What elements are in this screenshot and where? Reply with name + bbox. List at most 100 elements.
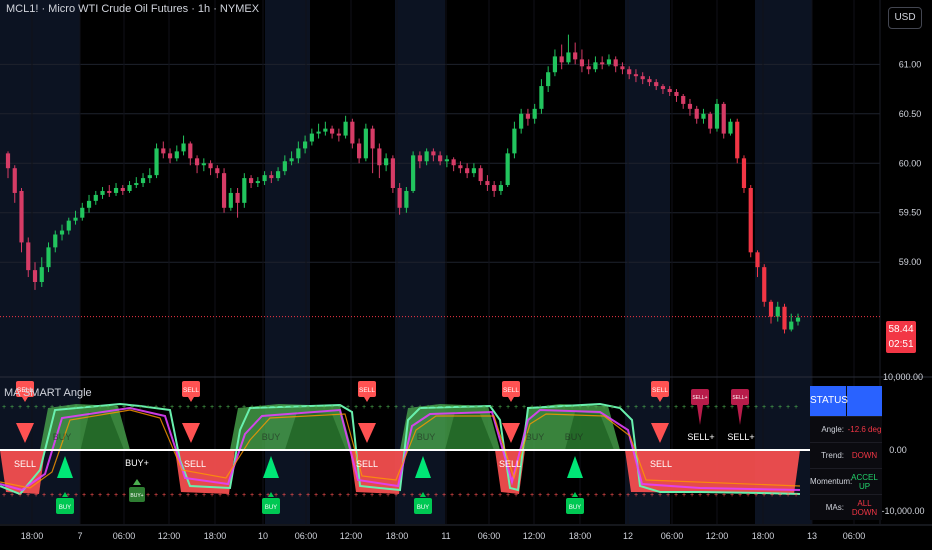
upper-threshold-marker: + xyxy=(170,404,174,411)
candle-body xyxy=(370,128,375,149)
sell-flag-box xyxy=(182,381,200,397)
upper-threshold-marker: + xyxy=(210,404,214,411)
candle-body xyxy=(59,230,65,235)
candle-body xyxy=(633,74,639,77)
sell-flag-label: SELL xyxy=(17,387,33,394)
upper-threshold-marker: + xyxy=(66,404,70,411)
sell-flag-label: SELL xyxy=(183,387,199,394)
price-countdown: 02:51 xyxy=(888,339,914,350)
buy-flag-pointer xyxy=(62,492,68,497)
lower-threshold-marker: + xyxy=(58,492,62,499)
upper-threshold-marker: + xyxy=(2,404,6,411)
upper-threshold-marker: + xyxy=(450,404,454,411)
bearish-fill xyxy=(350,450,405,494)
time-tick-label: 12:00 xyxy=(706,531,729,541)
bullish-fill-inner xyxy=(80,412,124,450)
currency-button[interactable]: USD xyxy=(888,7,922,29)
upper-threshold-marker: + xyxy=(226,404,230,411)
buy-zone-label: BUY xyxy=(53,432,72,442)
indicator-title[interactable]: MA SMART Angle xyxy=(4,387,92,399)
sell-flag-box xyxy=(358,381,376,397)
buy-zone-label: BUY xyxy=(565,432,584,442)
candle-body xyxy=(465,168,470,174)
candle-body xyxy=(782,306,787,330)
upper-threshold-marker: + xyxy=(50,404,54,411)
upper-threshold-marker: + xyxy=(82,404,86,411)
buy-plus-zone-label: BUY+ xyxy=(125,458,149,468)
lower-threshold-marker: + xyxy=(610,492,614,499)
buy-triangle xyxy=(263,456,279,478)
candle-body xyxy=(127,185,132,191)
lower-threshold-marker: + xyxy=(306,492,310,499)
candle-body xyxy=(154,148,159,176)
lower-threshold-marker: + xyxy=(18,492,22,499)
time-tick-label: 06:00 xyxy=(661,531,684,541)
status-header: STATUS xyxy=(810,386,848,416)
sell-flag-box xyxy=(651,381,669,397)
price-tick-label: 59.00 xyxy=(899,257,922,267)
candle-body xyxy=(640,76,645,80)
lower-threshold-marker: + xyxy=(730,492,734,499)
candle-body xyxy=(53,234,58,248)
candle-body xyxy=(492,185,497,191)
lower-threshold-marker: + xyxy=(346,492,350,499)
upper-threshold-marker: + xyxy=(498,404,502,411)
sell-plus-flag-label: SELL+ xyxy=(692,395,707,401)
upper-threshold-marker: + xyxy=(618,404,622,411)
sell-zone-label: SELL xyxy=(14,459,36,469)
time-tick-label: 18:00 xyxy=(204,531,227,541)
lower-threshold-marker: + xyxy=(194,492,198,499)
lower-threshold-marker: + xyxy=(530,492,534,499)
candle-body xyxy=(134,183,139,186)
upper-threshold-marker: + xyxy=(90,404,94,411)
candle-body xyxy=(762,267,767,302)
candle-body xyxy=(188,143,193,159)
candle-body xyxy=(539,86,544,109)
time-tick-label: 18:00 xyxy=(21,531,44,541)
price-tick-label: 60.50 xyxy=(899,109,922,119)
candle-body xyxy=(620,66,625,70)
candle-body xyxy=(336,133,341,136)
lower-threshold-marker: + xyxy=(10,492,14,499)
upper-threshold-marker: + xyxy=(58,404,62,411)
candle-body xyxy=(667,89,672,93)
upper-threshold-marker: + xyxy=(610,404,614,411)
upper-threshold-marker: + xyxy=(122,404,126,411)
candle-body xyxy=(438,155,443,162)
lower-threshold-marker: + xyxy=(250,492,254,499)
lower-threshold-marker: + xyxy=(666,492,670,499)
sell-flag-label: SELL xyxy=(503,387,519,394)
lower-threshold-marker: + xyxy=(426,492,430,499)
candle-body xyxy=(100,190,105,195)
lower-threshold-marker: + xyxy=(778,492,782,499)
candle-body xyxy=(795,317,801,322)
candle-body xyxy=(19,190,24,243)
candle-body xyxy=(552,56,558,73)
candle-body xyxy=(215,168,220,174)
lower-threshold-marker: + xyxy=(690,492,694,499)
candle-body xyxy=(478,168,483,182)
lower-threshold-marker: + xyxy=(354,492,358,499)
buy-flag-pointer xyxy=(572,492,578,497)
lower-threshold-marker: + xyxy=(642,492,646,499)
upper-threshold-marker: + xyxy=(290,404,294,411)
lower-threshold-marker: + xyxy=(90,492,94,499)
upper-threshold-marker: + xyxy=(106,404,110,411)
candle-body xyxy=(350,121,355,144)
status-key: Angle: xyxy=(821,425,844,434)
upper-threshold-marker: + xyxy=(138,404,142,411)
lower-threshold-marker: + xyxy=(658,492,662,499)
upper-threshold-marker: + xyxy=(730,404,734,411)
status-row-mas: MAs: ALL DOWN xyxy=(810,494,882,520)
upper-threshold-marker: + xyxy=(562,404,566,411)
upper-threshold-marker: + xyxy=(706,404,710,411)
lower-threshold-marker: + xyxy=(618,492,622,499)
candle-body xyxy=(46,247,51,268)
time-tick-label: 06:00 xyxy=(478,531,501,541)
lower-threshold-marker: + xyxy=(386,492,390,499)
lower-threshold-marker: + xyxy=(202,492,206,499)
lower-threshold-marker: + xyxy=(242,492,246,499)
sell-plus-pointer xyxy=(737,405,743,425)
